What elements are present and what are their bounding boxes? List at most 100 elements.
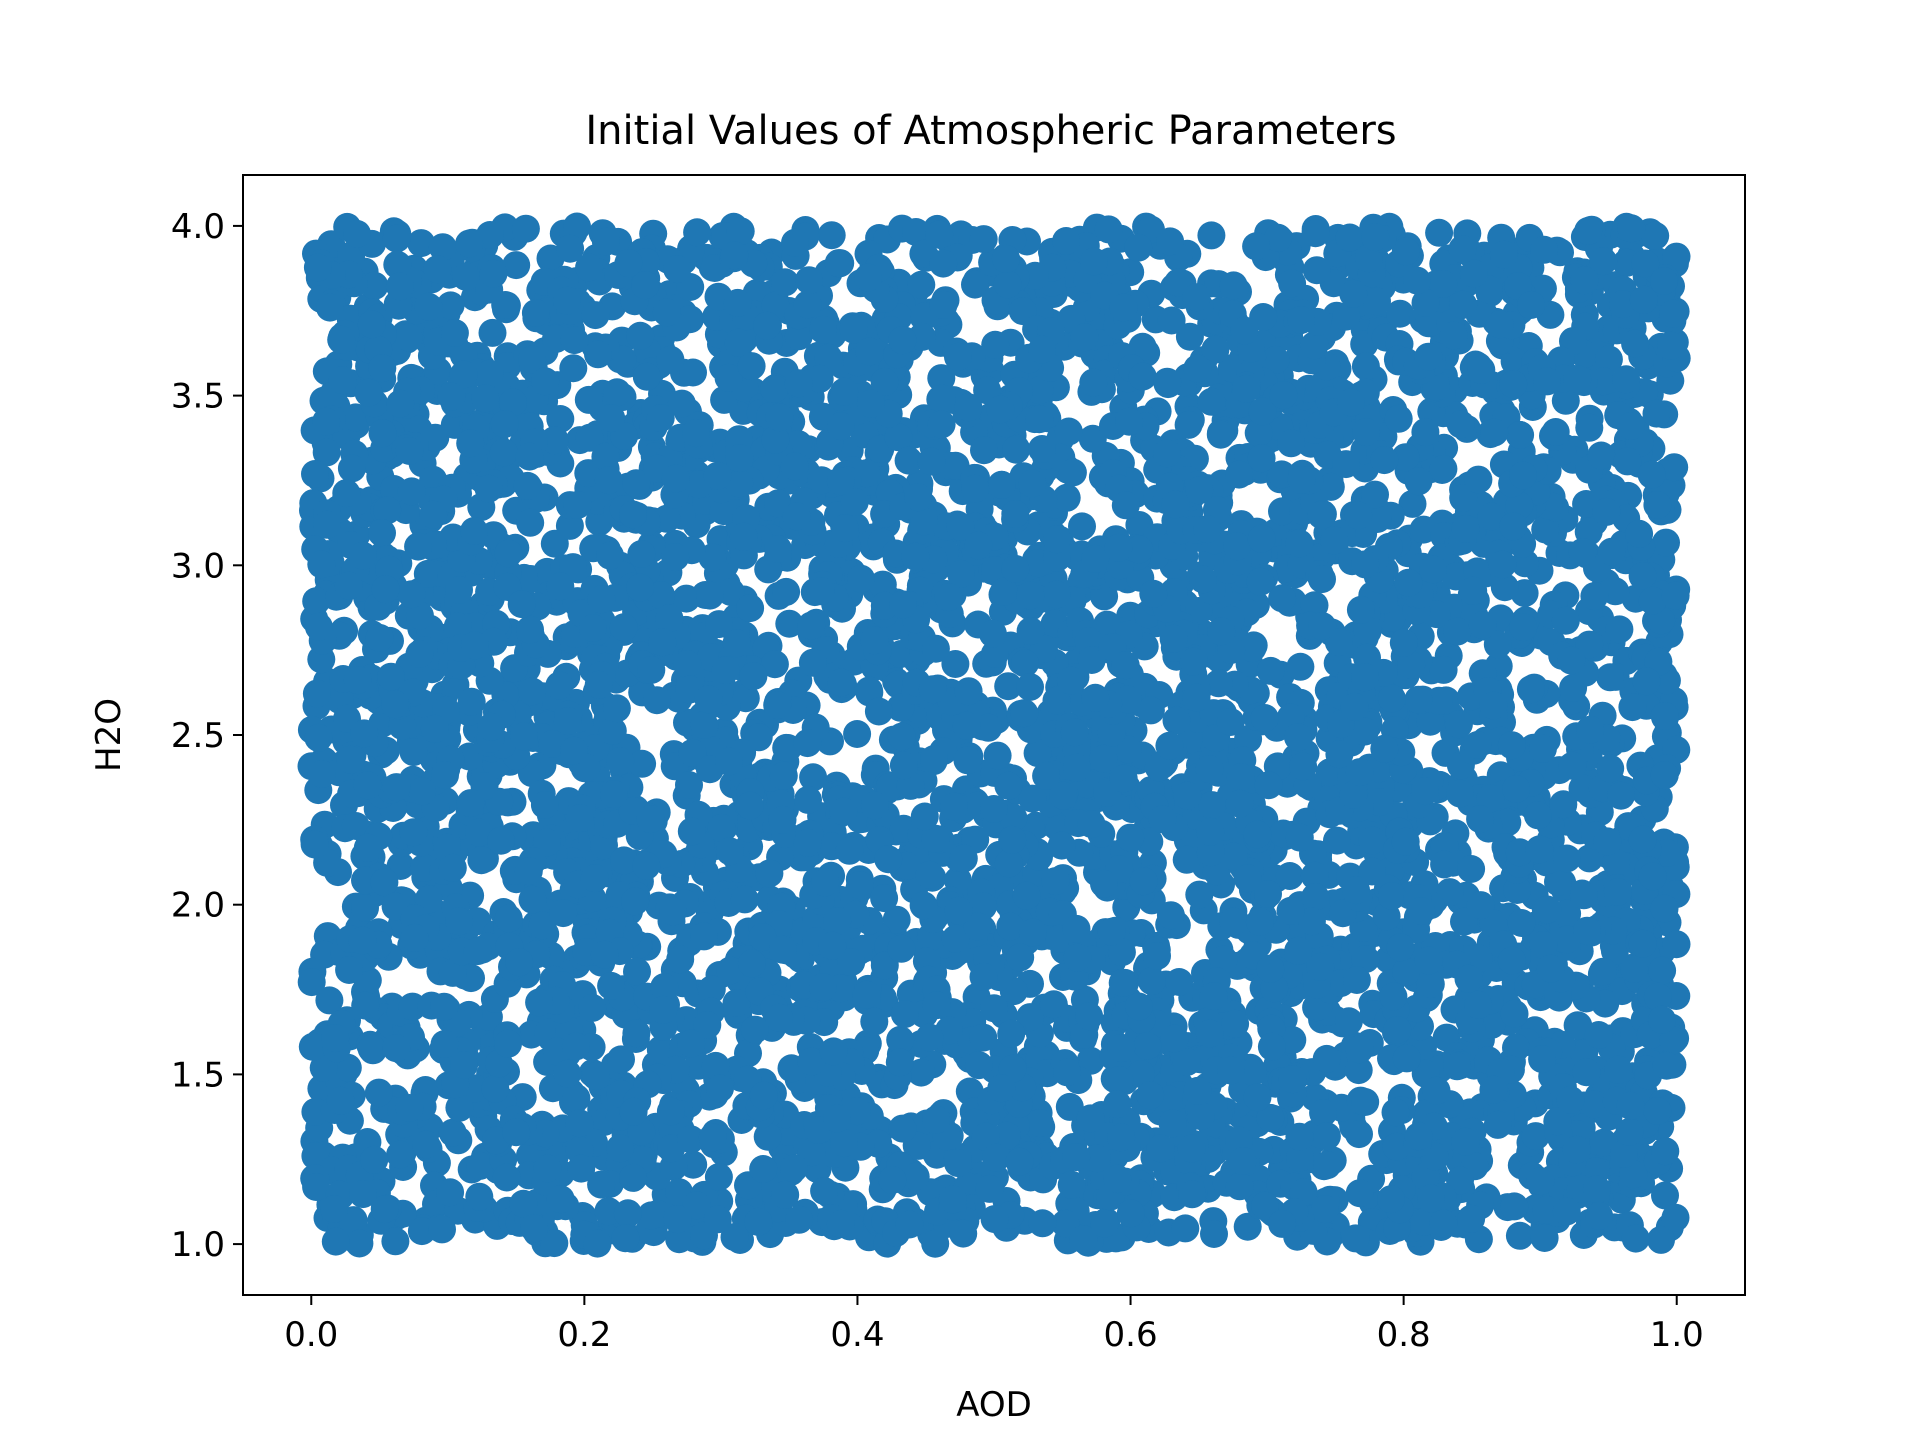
scatter-point xyxy=(1216,708,1245,736)
scatter-point xyxy=(1225,1126,1253,1155)
scatter-point xyxy=(457,687,486,716)
scatter-point xyxy=(1312,1122,1341,1151)
scatter-point xyxy=(1351,663,1380,692)
scatter-point xyxy=(538,729,567,758)
scatter-point xyxy=(1158,1109,1187,1138)
scatter-point xyxy=(574,385,603,414)
scatter-point xyxy=(518,677,547,706)
scatter-point xyxy=(404,532,433,561)
scatter-point xyxy=(509,722,538,751)
scatter-point xyxy=(494,1029,522,1058)
scatter-point xyxy=(1182,683,1211,712)
scatter-point xyxy=(760,650,789,679)
scatter-point xyxy=(856,389,885,418)
scatter-point xyxy=(1207,617,1236,646)
scatter-point xyxy=(1277,429,1306,458)
scatter-point xyxy=(1430,850,1459,879)
scatter-point xyxy=(405,601,434,630)
scatter-point xyxy=(784,322,813,351)
scatter-point xyxy=(1657,331,1685,360)
scatter-point xyxy=(540,426,569,455)
scatter-point xyxy=(520,1214,549,1243)
scatter-point xyxy=(386,1140,415,1169)
scatter-point xyxy=(714,363,743,392)
scatter-point xyxy=(382,773,411,802)
scatter-point xyxy=(1488,550,1517,579)
scatter-point xyxy=(597,404,626,433)
scatter-point xyxy=(954,677,983,706)
scatter-point xyxy=(1411,777,1439,806)
scatter-point xyxy=(860,1007,889,1036)
scatter-point xyxy=(1276,896,1305,925)
scatter-point xyxy=(1341,1224,1370,1253)
scatter-point xyxy=(1162,706,1191,735)
scatter-point xyxy=(941,650,970,678)
scatter-point xyxy=(438,1118,467,1147)
scatter-point xyxy=(1650,267,1678,295)
scatter-point xyxy=(1563,365,1592,394)
scatter-point xyxy=(445,576,473,604)
scatter-point xyxy=(533,1154,562,1183)
scatter-point xyxy=(805,364,834,393)
scatter-point xyxy=(1016,581,1045,610)
scatter-point xyxy=(740,1015,769,1044)
scatter-point xyxy=(1592,497,1621,526)
scatter-point xyxy=(744,1207,773,1236)
scatter-point xyxy=(781,228,809,257)
scatter-point xyxy=(1386,299,1414,328)
scatter-point xyxy=(1641,221,1670,250)
scatter-point xyxy=(1001,500,1030,528)
scatter-point xyxy=(690,711,719,739)
scatter-point xyxy=(1573,916,1601,945)
scatter-point xyxy=(1575,630,1604,659)
scatter-point xyxy=(1052,483,1081,512)
scatter-point xyxy=(1528,1045,1557,1074)
scatter-point xyxy=(1285,529,1314,558)
scatter-point xyxy=(1245,907,1274,936)
scatter-point xyxy=(1417,1184,1445,1213)
scatter-point xyxy=(1257,1032,1286,1061)
scatter-point xyxy=(1243,1083,1272,1112)
scatter-point xyxy=(1001,554,1030,583)
scatter-point xyxy=(1361,223,1390,251)
scatter-point xyxy=(1648,1005,1676,1034)
scatter-point xyxy=(1254,880,1282,908)
scatter-point xyxy=(1631,249,1660,278)
scatter-point xyxy=(552,286,581,315)
scatter-point xyxy=(648,628,677,657)
scatter-point xyxy=(580,864,609,893)
scatter-point xyxy=(990,577,1018,606)
scatter-point xyxy=(1289,752,1318,781)
scatter-point xyxy=(1551,386,1580,415)
scatter-point xyxy=(1344,1056,1373,1085)
scatter-point xyxy=(368,519,396,547)
scatter-point xyxy=(316,293,344,322)
scatter-point xyxy=(1076,1104,1105,1133)
scatter-point xyxy=(1116,1199,1145,1228)
scatter-point xyxy=(1264,223,1293,252)
scatter-point xyxy=(1136,696,1165,725)
scatter-point xyxy=(1616,412,1645,440)
scatter-point xyxy=(622,469,651,498)
scatter-point xyxy=(499,388,527,417)
scatter-point xyxy=(614,249,643,278)
scatter-point xyxy=(1568,774,1597,803)
scatter-point xyxy=(1594,345,1623,374)
scatter-point xyxy=(929,290,958,319)
scatter-point xyxy=(494,904,523,933)
scatter-point xyxy=(952,711,981,740)
scatter-point xyxy=(1651,1137,1680,1166)
scatter-point xyxy=(704,1163,733,1191)
scatter-point xyxy=(1060,718,1089,747)
scatter-point xyxy=(739,662,768,691)
scatter-point xyxy=(1451,514,1480,543)
scatter-point xyxy=(455,229,484,258)
scatter-point xyxy=(917,447,946,476)
scatter-point xyxy=(528,911,557,940)
scatter-point xyxy=(797,1047,826,1076)
scatter-point xyxy=(494,539,523,568)
scatter-point xyxy=(450,1051,478,1080)
scatter-point xyxy=(1239,1057,1268,1086)
scatter-point xyxy=(1018,469,1047,498)
scatter-point xyxy=(1186,1102,1215,1131)
